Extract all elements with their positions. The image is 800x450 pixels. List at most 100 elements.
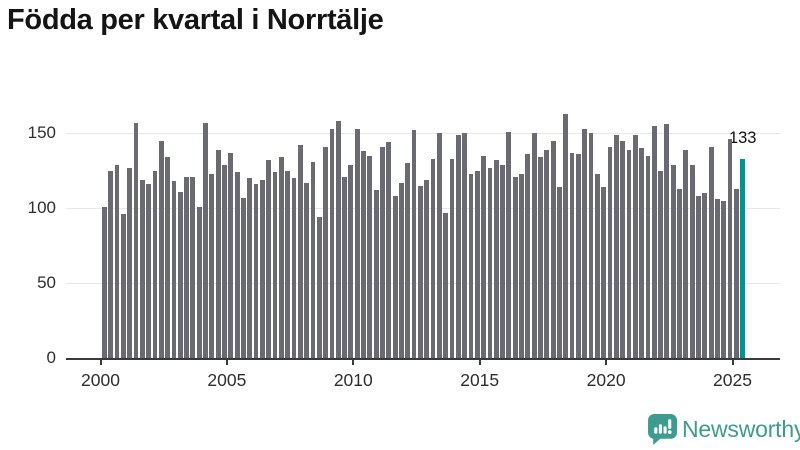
bar[interactable] — [607, 146, 613, 358]
bar[interactable] — [683, 149, 689, 358]
bar[interactable] — [304, 182, 310, 358]
bar[interactable] — [127, 167, 133, 358]
bar[interactable] — [386, 142, 392, 358]
bar[interactable] — [222, 164, 227, 358]
bar[interactable] — [506, 131, 512, 358]
bar[interactable] — [576, 154, 581, 358]
bar[interactable] — [588, 133, 594, 358]
bar[interactable] — [734, 188, 739, 358]
bar[interactable] — [418, 185, 423, 358]
bar[interactable] — [531, 133, 537, 358]
bar[interactable] — [108, 170, 114, 358]
bar[interactable] — [569, 152, 575, 358]
bar[interactable] — [487, 167, 493, 358]
bar[interactable] — [228, 152, 234, 358]
bar[interactable] — [474, 170, 480, 358]
bar[interactable] — [626, 149, 632, 358]
bar[interactable] — [329, 128, 335, 358]
bar[interactable] — [190, 176, 196, 358]
bar[interactable] — [645, 155, 651, 358]
bar[interactable] — [677, 188, 682, 358]
bar[interactable] — [285, 170, 291, 358]
bar[interactable] — [721, 200, 727, 358]
bar[interactable] — [272, 172, 278, 358]
bar[interactable] — [323, 146, 328, 358]
bar[interactable] — [664, 124, 670, 358]
bar[interactable] — [405, 163, 411, 358]
bar[interactable] — [367, 155, 373, 358]
bar[interactable] — [266, 160, 272, 358]
bar[interactable] — [462, 133, 468, 358]
bar[interactable] — [708, 146, 714, 358]
bar[interactable] — [241, 197, 246, 358]
bar[interactable] — [234, 172, 240, 358]
bar[interactable] — [500, 164, 505, 358]
bar[interactable] — [354, 128, 360, 358]
bar[interactable] — [727, 139, 733, 358]
bar[interactable] — [348, 164, 354, 358]
bar[interactable] — [696, 196, 701, 358]
bar[interactable] — [114, 164, 120, 358]
bar[interactable] — [361, 151, 366, 358]
bar[interactable] — [171, 181, 177, 358]
bar[interactable] — [291, 178, 297, 358]
bar[interactable] — [702, 193, 708, 358]
bar[interactable] — [443, 212, 449, 358]
bar[interactable] — [557, 187, 562, 358]
bar[interactable] — [424, 179, 430, 358]
bar[interactable] — [177, 191, 183, 358]
bar[interactable] — [651, 125, 657, 358]
bar[interactable] — [209, 173, 215, 358]
bar[interactable] — [373, 190, 379, 358]
bar[interactable] — [563, 113, 569, 358]
bar[interactable] — [133, 122, 139, 358]
bar[interactable] — [196, 206, 202, 358]
bar[interactable] — [380, 146, 385, 358]
bar-highlighted[interactable] — [740, 158, 746, 358]
bar[interactable] — [601, 187, 607, 358]
bar[interactable] — [670, 164, 676, 358]
bar[interactable] — [203, 122, 208, 358]
bar[interactable] — [620, 140, 626, 358]
bar[interactable] — [310, 161, 316, 358]
bar[interactable] — [278, 157, 284, 358]
bar[interactable] — [550, 140, 556, 358]
bar[interactable] — [512, 176, 518, 358]
bar[interactable] — [102, 206, 107, 358]
bar[interactable] — [165, 157, 170, 358]
bar[interactable] — [493, 160, 499, 358]
bar[interactable] — [430, 158, 436, 358]
bar[interactable] — [139, 179, 145, 358]
bar[interactable] — [260, 179, 265, 358]
bar[interactable] — [342, 176, 347, 358]
bar[interactable] — [544, 149, 550, 358]
bar[interactable] — [658, 170, 663, 358]
bar[interactable] — [689, 164, 695, 358]
bar[interactable] — [335, 121, 341, 358]
bar[interactable] — [538, 157, 543, 358]
bar[interactable] — [411, 130, 417, 358]
bar[interactable] — [468, 173, 474, 358]
bar[interactable] — [455, 134, 461, 358]
bar[interactable] — [525, 154, 531, 358]
bar[interactable] — [594, 173, 600, 358]
bar[interactable] — [253, 184, 259, 358]
bar[interactable] — [613, 134, 619, 358]
bar[interactable] — [247, 178, 253, 358]
bar[interactable] — [436, 133, 442, 358]
bar[interactable] — [152, 170, 158, 358]
bar[interactable] — [392, 196, 398, 358]
bar[interactable] — [399, 182, 404, 358]
bar[interactable] — [449, 158, 455, 358]
bar[interactable] — [120, 214, 126, 358]
bar[interactable] — [632, 134, 638, 358]
bar[interactable] — [316, 217, 322, 358]
bar[interactable] — [184, 176, 189, 358]
bar[interactable] — [297, 145, 303, 358]
bar[interactable] — [481, 155, 486, 358]
bar[interactable] — [519, 173, 524, 358]
bar[interactable] — [215, 149, 221, 358]
bar[interactable] — [158, 140, 164, 358]
bar[interactable] — [146, 184, 152, 358]
newsworthy-logo[interactable]: Newsworthy — [648, 412, 800, 446]
